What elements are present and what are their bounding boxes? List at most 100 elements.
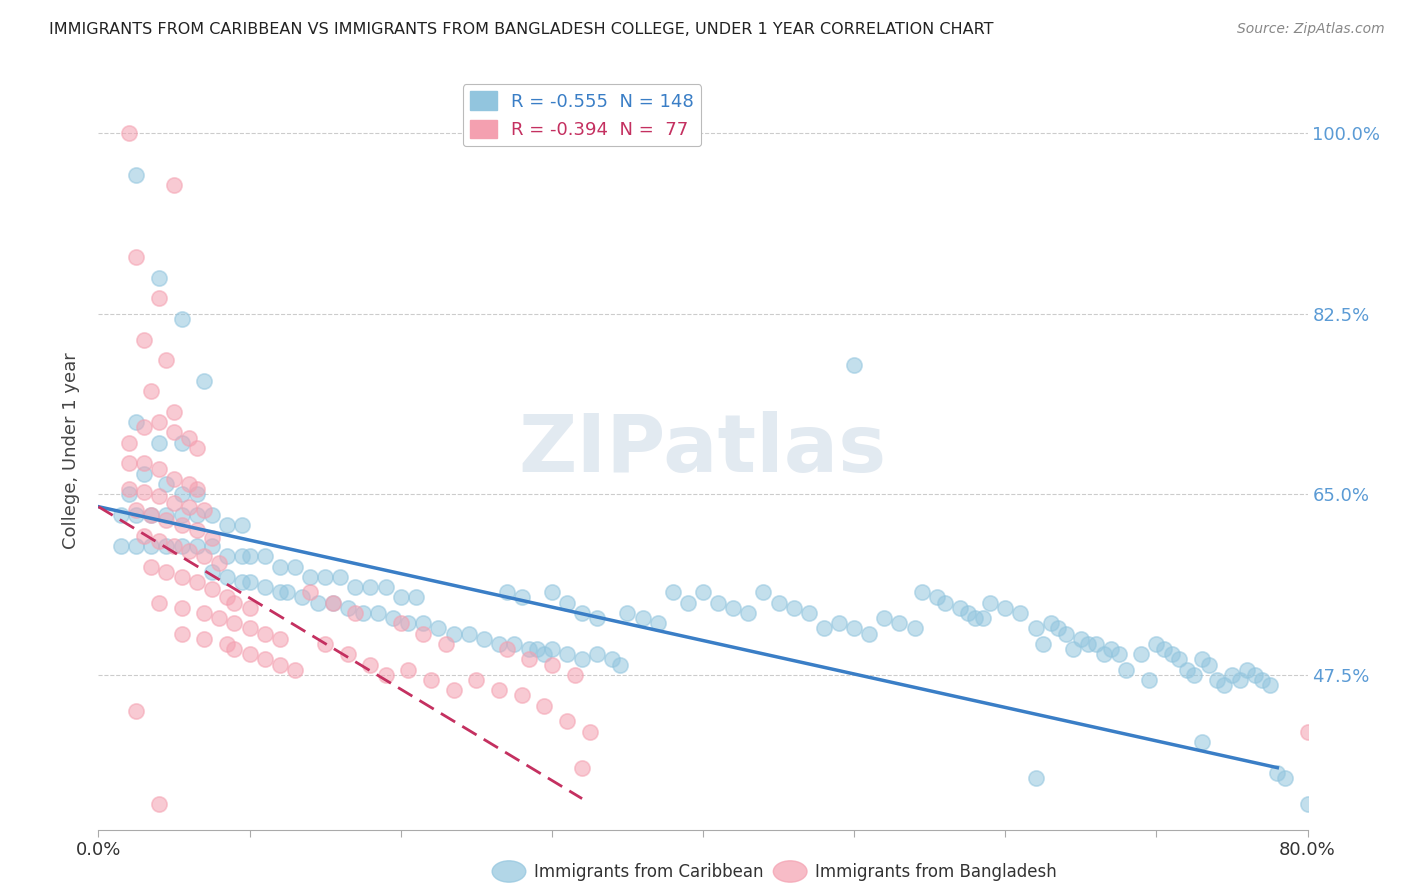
Point [239,574,262,589]
Point [889,616,911,631]
Point [1206,673,1229,687]
Point [118,126,141,140]
Point [193,549,215,564]
Point [179,477,201,491]
Point [972,611,994,625]
Point [163,425,186,440]
Point [163,472,186,486]
Point [374,580,396,594]
Point [374,668,396,682]
Point [555,596,578,610]
Point [783,600,806,615]
Point [155,513,177,527]
Point [179,500,201,514]
Point [276,585,298,599]
Point [1296,797,1319,811]
Point [132,485,155,500]
Point [299,570,322,584]
Point [1039,616,1062,631]
Point [141,559,163,574]
Point [170,435,193,450]
Point [555,647,578,661]
Point [420,673,443,687]
Point [155,539,177,553]
Point [201,565,224,579]
Point [193,502,215,516]
Point [132,467,155,481]
Point [844,359,866,373]
Point [911,585,934,599]
Point [224,596,246,610]
Point [314,637,336,651]
Point [1182,668,1205,682]
Point [239,647,262,661]
Point [179,544,201,558]
Point [125,508,148,522]
Point [269,657,291,672]
Point [141,508,163,522]
Point [170,508,193,522]
Point [647,616,669,631]
Point [170,518,193,533]
Point [443,626,465,640]
Text: Source: ZipAtlas.com: Source: ZipAtlas.com [1237,22,1385,37]
Point [170,570,193,584]
Point [737,606,759,620]
Point [1160,647,1182,661]
Point [253,549,276,564]
Point [179,431,201,445]
Point [1032,637,1054,651]
Point [125,704,148,718]
Point [186,441,208,455]
Point [170,312,193,326]
Point [510,689,533,703]
Point [336,600,359,615]
Point [503,637,526,651]
Point [1099,642,1122,657]
Point [797,606,820,620]
Point [193,374,215,388]
Point [322,596,344,610]
Point [231,518,253,533]
Text: IMMIGRANTS FROM CARIBBEAN VS IMMIGRANTS FROM BANGLADESH COLLEGE, UNDER 1 YEAR CO: IMMIGRANTS FROM CARIBBEAN VS IMMIGRANTS … [49,22,994,37]
Point [1220,668,1243,682]
Point [443,683,465,698]
Point [540,642,562,657]
Y-axis label: College, Under 1 year: College, Under 1 year [62,352,80,549]
Point [1175,663,1198,677]
Point [155,353,177,368]
Point [495,642,517,657]
Point [141,539,163,553]
Point [526,642,548,657]
Point [253,652,276,666]
Point [132,420,155,434]
Point [949,600,972,615]
Point [125,250,148,264]
Point [360,657,382,672]
Point [586,647,609,661]
Text: ZIPatlas: ZIPatlas [519,411,887,490]
Point [412,616,434,631]
Point [148,797,170,811]
Point [215,549,238,564]
Point [148,596,170,610]
Point [239,621,262,635]
Point [858,626,880,640]
Point [148,461,170,475]
Point [322,596,344,610]
Point [389,616,412,631]
Point [934,596,956,610]
Point [828,616,851,631]
Point [586,611,609,625]
Point [155,565,177,579]
Point [215,518,238,533]
Point [752,585,775,599]
Point [163,539,186,553]
Point [163,178,186,192]
Point [965,611,987,625]
Point [1010,606,1032,620]
Point [269,559,291,574]
Point [571,652,593,666]
Point [344,606,367,620]
Point [1213,678,1236,692]
